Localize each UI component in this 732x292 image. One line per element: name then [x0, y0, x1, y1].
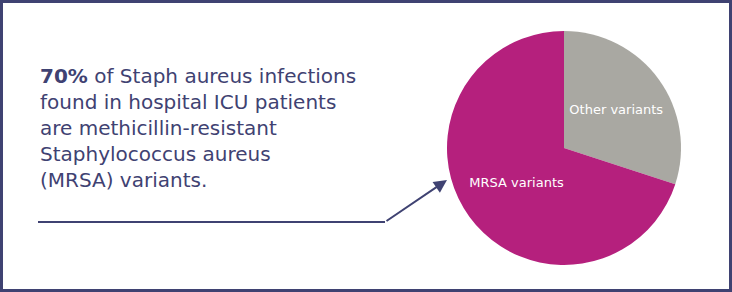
- svg-text:70% of Staph aureus infections: 70% of Staph aureus infectionsfound in h…: [40, 64, 356, 192]
- svg-text:Other variants: Other variants: [569, 102, 663, 117]
- svg-text:MRSA variants: MRSA variants: [469, 175, 564, 190]
